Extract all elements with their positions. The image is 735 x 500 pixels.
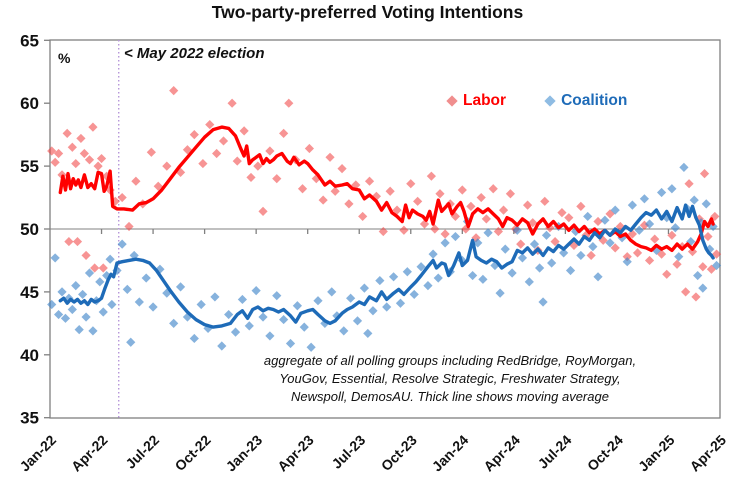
legend: Labor Coalition [446, 92, 628, 110]
legend-label: Coalition [561, 92, 628, 109]
svg-text:Apr-22: Apr-22 [68, 432, 111, 475]
footnote: aggregate of all polling groups includin… [185, 352, 715, 406]
svg-text:Jan-23: Jan-23 [223, 432, 266, 475]
svg-text:Oct-22: Oct-22 [172, 432, 214, 474]
svg-text:40: 40 [20, 346, 39, 365]
svg-text:60: 60 [20, 94, 39, 113]
svg-text:65: 65 [20, 31, 39, 50]
svg-text:45: 45 [20, 283, 39, 302]
labor-diamond-icon [446, 95, 458, 107]
legend-item-labor: Labor [446, 92, 507, 110]
footnote-line: aggregate of all polling groups includin… [263, 353, 637, 368]
svg-text:Jan-24: Jan-24 [429, 432, 472, 475]
svg-text:Apr-24: Apr-24 [480, 432, 523, 475]
legend-item-coalition: Coalition [544, 92, 628, 110]
chart-title: Two-party-preferred Voting Intentions [211, 2, 524, 22]
svg-text:Jul-24: Jul-24 [535, 432, 575, 472]
footnote-line: Newspoll, DemosAU. Thick line shows movi… [291, 389, 609, 404]
legend-label: Labor [463, 92, 507, 109]
svg-text:Oct-23: Oct-23 [378, 432, 420, 474]
footnote-line: YouGov, Essential, Resolve Strategic, Fr… [279, 371, 621, 386]
svg-text:Apr-25: Apr-25 [686, 432, 729, 475]
svg-text:55: 55 [20, 157, 39, 176]
svg-text:Jul-22: Jul-22 [122, 432, 162, 472]
y-axis-unit-label: % [58, 50, 71, 66]
svg-text:35: 35 [20, 409, 39, 428]
svg-text:Jul-23: Jul-23 [328, 432, 368, 472]
svg-text:50: 50 [20, 220, 39, 239]
election-annotation: < May 2022 election [124, 45, 265, 62]
coalition-diamond-icon [544, 95, 556, 107]
svg-text:Oct-24: Oct-24 [584, 432, 626, 474]
svg-text:Jan-25: Jan-25 [635, 432, 678, 475]
svg-text:Jan-22: Jan-22 [16, 432, 59, 475]
svg-text:Apr-23: Apr-23 [274, 432, 317, 475]
